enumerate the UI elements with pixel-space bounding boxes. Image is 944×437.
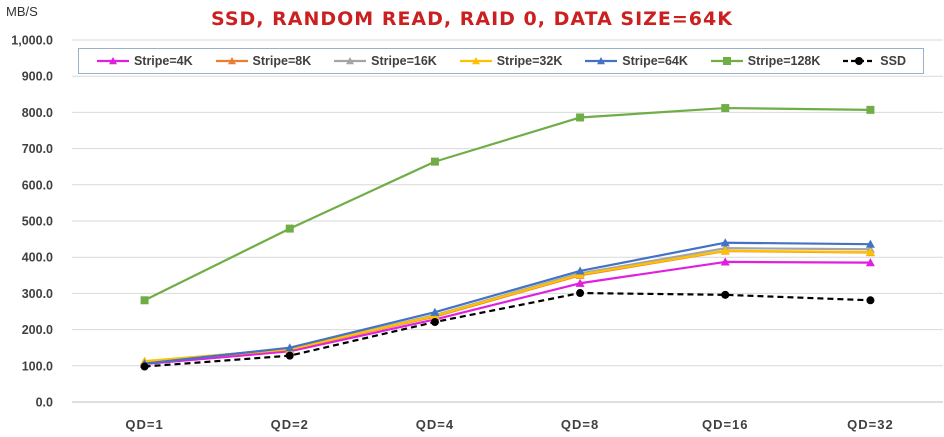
x-tick-label: QD=16 xyxy=(702,417,749,432)
legend-marker xyxy=(346,57,355,65)
legend-label: Stripe=8K xyxy=(252,54,312,68)
data-point xyxy=(576,289,585,298)
legend-item: Stripe=16K xyxy=(333,54,437,68)
x-tick-label: QD=4 xyxy=(416,417,454,432)
y-axis: 0.0 100.0 200.0 300.0 400.0 500.0 600.0 700.0 80… xyxy=(11,34,53,410)
data-point xyxy=(140,362,149,371)
y-axis-unit-label: MB/S xyxy=(6,4,38,19)
legend-item: SSD xyxy=(842,54,906,68)
series-line xyxy=(144,247,871,363)
y-tick-label: 0.0 xyxy=(36,396,53,410)
data-point xyxy=(865,258,875,267)
data-point xyxy=(865,247,875,256)
legend-swatch xyxy=(334,57,367,65)
series-ssd xyxy=(140,289,875,371)
legend-swatch xyxy=(459,57,492,65)
series-line xyxy=(144,291,871,368)
data-point xyxy=(720,257,730,266)
y-tick-label: 400.0 xyxy=(22,251,53,265)
y-tick-label: 500.0 xyxy=(22,215,53,229)
y-tick-label: 700.0 xyxy=(22,142,53,156)
data-point xyxy=(575,266,585,275)
data-point xyxy=(285,351,294,360)
series-stripe-32k xyxy=(140,246,875,365)
data-point xyxy=(285,343,295,352)
x-tick-label: QD=32 xyxy=(847,417,894,432)
legend-swatch xyxy=(215,57,248,65)
series-line xyxy=(144,241,871,365)
data-point xyxy=(430,157,439,166)
y-tick-label: 800.0 xyxy=(22,106,53,120)
series-line xyxy=(144,260,871,366)
data-point xyxy=(720,246,730,255)
legend-marker xyxy=(855,57,864,65)
legend-swatch xyxy=(96,57,129,65)
y-tick-label: 1,000.0 xyxy=(11,34,53,48)
y-tick-label: 100.0 xyxy=(22,359,53,373)
data-point xyxy=(575,278,585,287)
legend-item: Stripe=128K xyxy=(710,54,821,68)
legend-item: Stripe=4K xyxy=(96,54,193,68)
data-point xyxy=(721,290,730,299)
legend-marker xyxy=(597,57,606,65)
data-point xyxy=(140,296,149,305)
x-axis: QD=1 QD=2 QD=4 QD=8 QD=16 QD=32 xyxy=(125,417,894,432)
gridlines xyxy=(72,39,943,403)
legend-marker xyxy=(108,57,117,65)
x-tick-label: QD=1 xyxy=(125,417,163,432)
series-line xyxy=(144,106,871,302)
y-tick-label: 300.0 xyxy=(22,287,53,301)
legend: Stripe=4K Stripe=8K Stripe=16K Stripe=32K St… xyxy=(78,48,924,74)
legend-label: SSD xyxy=(880,54,906,68)
legend-label: Stripe=4K xyxy=(133,54,193,68)
data-point xyxy=(721,104,730,113)
data-point xyxy=(285,224,294,233)
y-tick-label: 900.0 xyxy=(22,70,53,84)
data-point xyxy=(430,317,439,326)
legend-marker xyxy=(722,57,731,65)
legend-item: Stripe=64K xyxy=(584,54,688,68)
data-point xyxy=(720,238,730,247)
legend-swatch xyxy=(585,57,618,65)
chart-title: SSD, RANDOM READ, RAID 0, DATA SIZE=64K xyxy=(211,8,733,30)
data-point xyxy=(576,113,585,122)
legend-swatch xyxy=(710,57,743,65)
y-tick-label: 600.0 xyxy=(22,178,53,192)
legend-label: Stripe=16K xyxy=(371,54,437,68)
legend-item: Stripe=32K xyxy=(459,54,563,68)
data-point xyxy=(865,239,875,248)
legend-label: Stripe=128K xyxy=(747,54,821,68)
data-point xyxy=(866,296,875,305)
legend-label: Stripe=32K xyxy=(496,54,563,68)
legend-marker xyxy=(227,57,236,65)
data-point xyxy=(430,307,440,316)
series-line xyxy=(144,249,871,363)
x-tick-label: QD=2 xyxy=(271,417,309,432)
legend-swatch xyxy=(843,57,876,65)
legend-label: Stripe=64K xyxy=(622,54,688,68)
x-tick-label: QD=8 xyxy=(561,417,599,432)
series-line xyxy=(144,249,871,364)
data-point xyxy=(866,105,875,114)
y-tick-label: 200.0 xyxy=(22,323,53,337)
legend-marker xyxy=(471,57,480,65)
series-stripe-8k xyxy=(140,246,875,366)
series-stripe-128k xyxy=(140,104,875,305)
legend-item: Stripe=8K xyxy=(215,54,312,68)
